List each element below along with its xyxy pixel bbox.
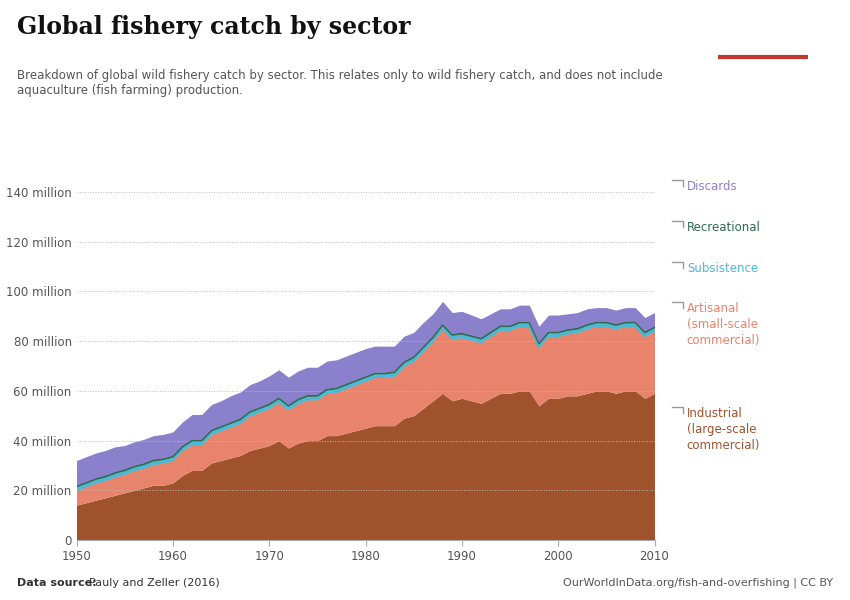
Text: Industrial
(large-scale
commercial): Industrial (large-scale commercial)	[687, 407, 760, 452]
Text: Our World: Our World	[733, 21, 792, 31]
Text: Global fishery catch by sector: Global fishery catch by sector	[17, 15, 411, 39]
Text: Artisanal
(small-scale
commercial): Artisanal (small-scale commercial)	[687, 302, 760, 347]
Text: in Data: in Data	[741, 37, 784, 47]
Text: Discards: Discards	[687, 180, 738, 193]
Text: Subsistence: Subsistence	[687, 262, 758, 275]
Text: Breakdown of global wild fishery catch by sector. This relates only to wild fish: Breakdown of global wild fishery catch b…	[17, 69, 663, 97]
Text: Data source:: Data source:	[17, 578, 100, 588]
Text: OurWorldInData.org/fish-and-overfishing | CC BY: OurWorldInData.org/fish-and-overfishing …	[563, 577, 833, 588]
Text: Pauly and Zeller (2016): Pauly and Zeller (2016)	[89, 578, 220, 588]
Text: Recreational: Recreational	[687, 221, 761, 234]
